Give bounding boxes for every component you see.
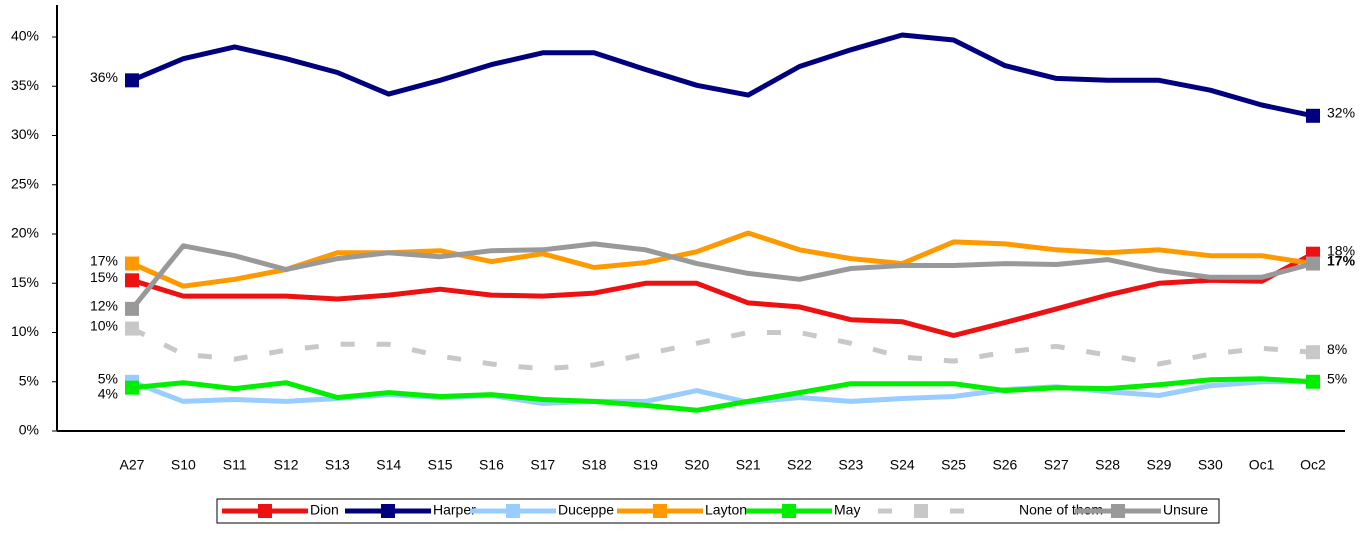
legend-label: May	[834, 502, 860, 518]
legend-marker	[782, 504, 796, 518]
point-marker	[125, 256, 139, 271]
y-tick-label: 25%	[11, 175, 39, 191]
legend-marker	[914, 504, 928, 518]
data-label: 18%	[1327, 242, 1355, 258]
series-line	[130, 326, 1314, 372]
y-tick-label: 35%	[11, 77, 39, 93]
y-tick-label: 20%	[11, 225, 39, 241]
x-tick-label: S28	[1095, 457, 1120, 473]
x-tick-label: Oc2	[1300, 457, 1326, 473]
data-label: 15%	[90, 269, 118, 285]
data-label: 17%	[90, 252, 118, 268]
y-tick-label: 5%	[19, 372, 39, 388]
legend-marker	[258, 504, 272, 518]
x-tick-label: S13	[325, 457, 350, 473]
legend-marker	[506, 504, 520, 518]
x-tick-label: S19	[633, 457, 658, 473]
x-tick-label: Oc1	[1249, 457, 1275, 473]
x-tick-label: S27	[1044, 457, 1069, 473]
legend-marker	[381, 504, 395, 518]
legend-label: Unsure	[1163, 502, 1208, 518]
x-tick-label: S26	[992, 457, 1017, 473]
x-tick-label: S10	[171, 457, 196, 473]
data-label: 10%	[90, 317, 118, 333]
x-tick-label: S11	[223, 457, 247, 473]
point-marker	[125, 273, 139, 288]
x-tick-label: S12	[274, 457, 299, 473]
data-label: 32%	[1327, 105, 1355, 121]
x-tick-label: S24	[890, 457, 915, 473]
x-tick-label: S17	[530, 457, 555, 473]
legend-label: None of them	[1019, 502, 1103, 518]
data-label: 12%	[90, 298, 118, 314]
series-line	[131, 379, 1313, 406]
series-line	[130, 241, 1314, 311]
point-marker	[1306, 256, 1320, 271]
x-tick-label: A27	[120, 457, 145, 473]
legend-marker	[653, 504, 667, 518]
point-marker	[125, 380, 139, 395]
data-label: 17%	[1327, 252, 1356, 268]
data-label: 5%	[1327, 370, 1347, 386]
legend-label: Harper	[433, 502, 476, 518]
legend-label: Layton	[705, 502, 747, 518]
point-marker	[1306, 374, 1320, 389]
y-tick-label: 10%	[11, 323, 39, 339]
legend-marker	[1111, 504, 1125, 518]
data-label: 36%	[90, 69, 118, 85]
data-label: 4%	[98, 385, 118, 401]
x-tick-label: S20	[684, 457, 709, 473]
series-line	[130, 230, 1314, 289]
y-tick-label: 40%	[11, 28, 39, 44]
data-label: 8%	[1327, 341, 1347, 357]
y-tick-label: 0%	[19, 422, 39, 438]
data-label: 5%	[98, 370, 118, 386]
x-tick-label: S18	[582, 457, 607, 473]
point-marker	[125, 301, 139, 316]
y-tick-label: 30%	[11, 126, 39, 142]
x-tick-label: S15	[428, 457, 453, 473]
x-tick-label: S30	[1198, 457, 1223, 473]
legend-label: Dion	[310, 502, 339, 518]
point-marker	[1306, 108, 1320, 123]
point-marker	[1306, 345, 1320, 360]
x-tick-label: S23	[838, 457, 863, 473]
x-tick-label: S16	[479, 457, 504, 473]
x-tick-label: S22	[787, 457, 812, 473]
x-tick-label: S21	[736, 457, 761, 473]
series-line	[131, 32, 1314, 119]
x-tick-label: S29	[1146, 457, 1171, 473]
series-line	[131, 251, 1315, 338]
y-tick-label: 15%	[11, 274, 39, 290]
point-marker	[125, 321, 139, 336]
point-marker	[125, 73, 139, 88]
legend-label: Duceppe	[558, 502, 614, 518]
series-line	[131, 376, 1314, 413]
x-tick-label: S25	[941, 457, 966, 473]
x-tick-label: S14	[376, 457, 401, 473]
